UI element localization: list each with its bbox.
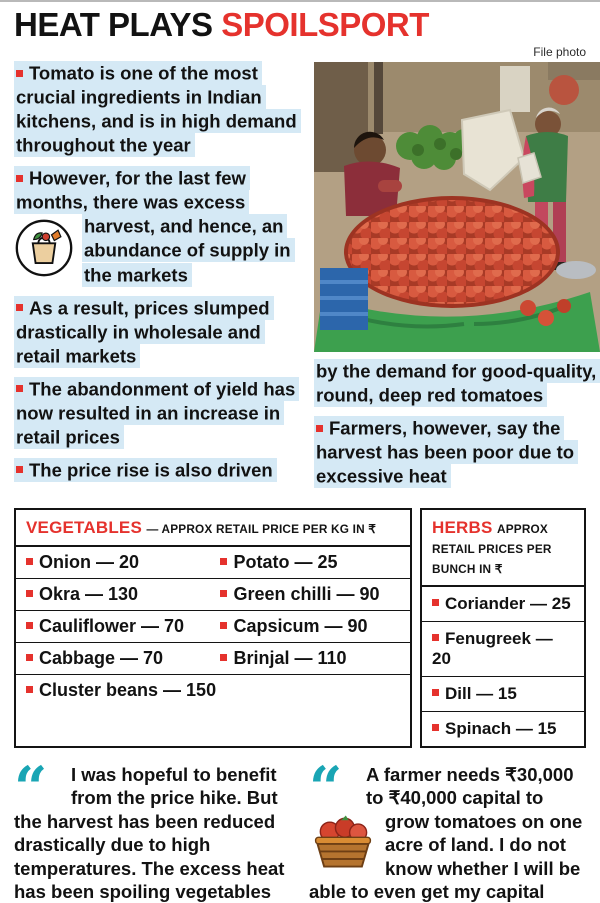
- fact-item: Farmers, however, say the harvest has be…: [314, 416, 600, 489]
- red-bullet-icon: [16, 466, 23, 474]
- herbs-table: HERBS APPROX RETAIL PRICES PER BUNCH IN …: [420, 507, 586, 748]
- fact-text: However, for the last few months, there …: [16, 167, 246, 213]
- price-item: Cauliflower — 70: [39, 615, 185, 636]
- red-bullet-icon: [16, 304, 23, 312]
- red-bullet-icon: [16, 385, 23, 393]
- price-item: Cluster beans — 150: [39, 679, 217, 700]
- market-photo: [314, 61, 600, 352]
- fact-text: harvest, and hence, an abundance of supp…: [84, 215, 291, 286]
- red-bullet-icon: [220, 589, 228, 597]
- quote-icon: “: [14, 753, 48, 822]
- price-row: Okra — 130 Green chilli — 90: [16, 579, 410, 611]
- fact-item: However, for the last few months, there …: [14, 166, 302, 287]
- vegetables-title: VEGETABLES: [26, 517, 142, 537]
- price-item: Coriander — 25: [445, 593, 571, 613]
- fact-text: Farmers, however, say the harvest has be…: [316, 417, 575, 487]
- price-row: Fenugreek — 20: [422, 622, 584, 677]
- fact-text: As a result, prices slumped drastically …: [16, 297, 270, 367]
- fact-item: Tomato is one of the most crucial ingred…: [14, 61, 302, 158]
- red-bullet-icon: [432, 688, 439, 696]
- fact-item: The abandonment of yield has now resulte…: [14, 376, 302, 449]
- top-section: Tomato is one of the most crucial ingred…: [14, 61, 600, 498]
- red-bullet-icon: [26, 653, 33, 661]
- quote-text: on one acre of land. I do not know wheth…: [309, 810, 583, 903]
- quote-text: A farmer needs ₹30,000 to ₹40,000 capita…: [366, 763, 574, 832]
- red-bullet-icon: [432, 723, 439, 731]
- fact-item: The price rise is also driven: [14, 457, 302, 482]
- price-item: Fenugreek — 20: [432, 628, 553, 668]
- red-bullet-icon: [316, 424, 323, 432]
- red-bullet-icon: [26, 685, 33, 693]
- red-bullet-icon: [432, 633, 439, 641]
- title-red: SPOILSPORT: [212, 6, 429, 43]
- red-bullet-icon: [220, 621, 228, 629]
- price-row: Spinach — 15: [422, 712, 584, 746]
- herbs-subtitle: APPROX RETAIL PRICES PER BUNCH IN ₹: [432, 521, 552, 576]
- quote-khed-farmer: “I was hopeful to benefit from the price…: [14, 753, 291, 903]
- red-bullet-icon: [16, 69, 23, 77]
- fact-continuation: by the demand for good-quality, round, d…: [314, 359, 600, 408]
- price-row: Cluster beans — 150: [16, 675, 410, 706]
- fact-text: The abandonment of yield has now resulte…: [16, 378, 296, 448]
- quote-icon: “: [309, 753, 343, 822]
- red-bullet-icon: [26, 589, 33, 597]
- vegetables-table: VEGETABLES — APPROX RETAIL PRICE PER KG …: [14, 507, 412, 748]
- tomato-basket-icon: [309, 814, 377, 870]
- price-row: Cauliflower — 70 Capsicum — 90: [16, 611, 410, 643]
- fact-item: As a result, prices slumped drastically …: [14, 295, 302, 368]
- price-item: Onion — 20: [39, 551, 140, 572]
- red-bullet-icon: [220, 653, 228, 661]
- price-item: Dill — 15: [445, 683, 517, 703]
- photo-credit: File photo: [533, 44, 586, 59]
- herbs-title: HERBS: [432, 517, 493, 537]
- red-bullet-icon: [26, 621, 33, 629]
- red-bullet-icon: [26, 557, 33, 565]
- price-item: Green chilli — 90: [233, 583, 380, 604]
- title-black: HEAT PLAYS: [14, 6, 213, 43]
- facts-column: Tomato is one of the most crucial ingred…: [14, 61, 302, 498]
- vegetables-subtitle: — APPROX RETAIL PRICE PER KG IN ₹: [146, 521, 376, 536]
- price-row: Dill — 15: [422, 677, 584, 712]
- price-item: Cabbage — 70: [39, 647, 164, 668]
- price-row: Coriander — 25: [422, 587, 584, 622]
- price-item: Okra — 130: [39, 583, 139, 604]
- fact-text: Tomato is one of the most crucial ingred…: [16, 62, 297, 156]
- price-tables: VEGETABLES — APPROX RETAIL PRICE PER KG …: [14, 507, 586, 748]
- vegetable-bag-icon: [14, 218, 74, 278]
- quote-shirur-farmer: “ A farmer needs ₹30,000 to ₹40,000 capit…: [309, 753, 586, 903]
- quotes-section: “I was hopeful to benefit from the price…: [14, 753, 586, 903]
- fact-text: The price rise is also driven: [29, 459, 273, 481]
- vegetables-header: VEGETABLES — APPROX RETAIL PRICE PER KG …: [16, 510, 410, 547]
- price-item: Potato — 25: [233, 551, 338, 572]
- price-item: Capsicum — 90: [233, 615, 368, 636]
- price-row: Cabbage — 70 Brinjal — 110: [16, 643, 410, 675]
- page-title: HEAT PLAYS SPOILSPORT: [14, 6, 586, 43]
- herbs-header: HERBS APPROX RETAIL PRICES PER BUNCH IN …: [422, 510, 584, 587]
- red-bullet-icon: [220, 557, 228, 565]
- photo-column: by the demand for good-quality, round, d…: [314, 61, 600, 498]
- price-item: Brinjal — 110: [233, 647, 347, 668]
- price-row: Onion — 20 Potato — 25: [16, 547, 410, 579]
- red-bullet-icon: [16, 174, 23, 182]
- quote-text: I was hopeful to benefit from the price …: [14, 763, 285, 903]
- price-item: Spinach — 15: [445, 718, 557, 738]
- fact-text: by the demand for good-quality, round, d…: [316, 360, 597, 406]
- market-photo-illustration: [314, 61, 600, 352]
- red-bullet-icon: [432, 598, 439, 606]
